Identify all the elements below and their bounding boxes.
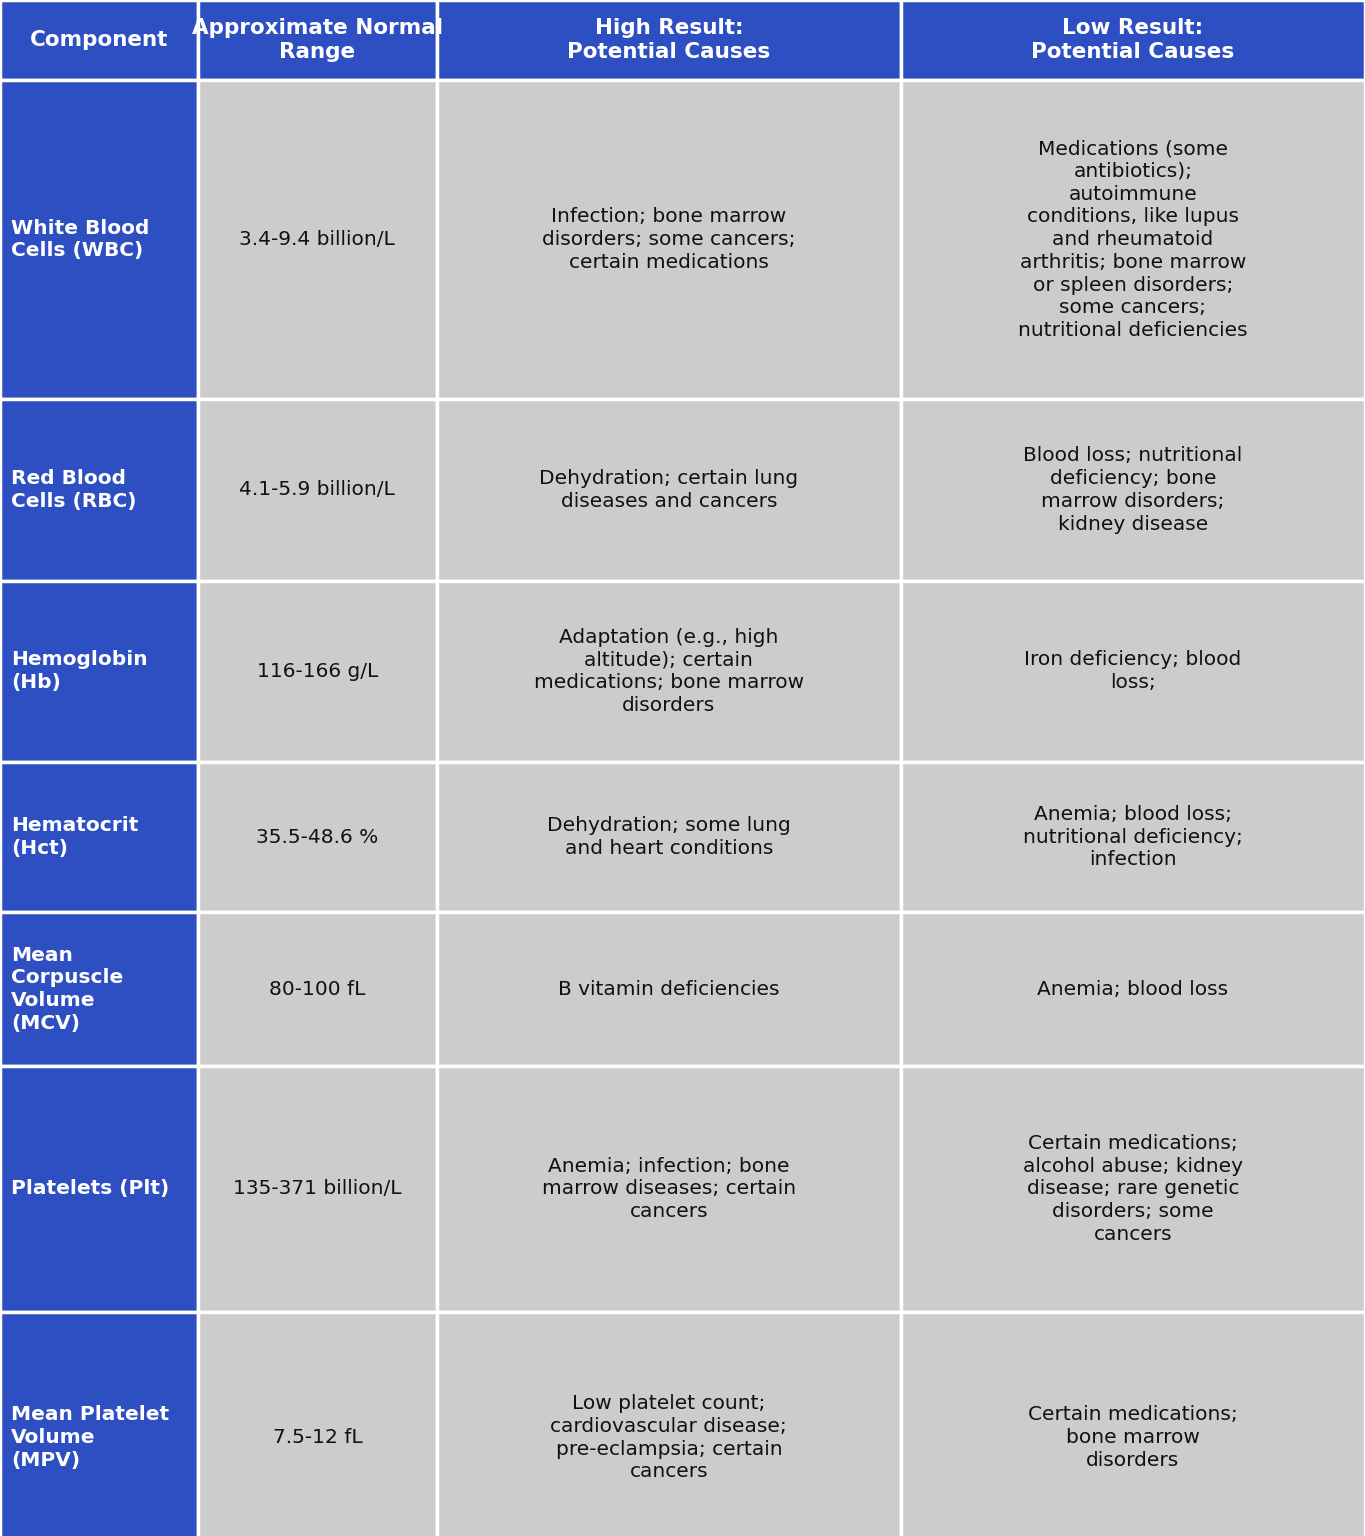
Text: Infection; bone marrow
disorders; some cancers;
certain medications: Infection; bone marrow disorders; some c… (542, 207, 796, 272)
Bar (901, 399, 1365, 581)
Text: Adaptation (e.g., high
altitude); certain
medications; bone marrow
disorders: Adaptation (e.g., high altitude); certai… (534, 628, 804, 714)
Bar (437, 581, 901, 762)
Text: High Result:
Potential Causes: High Result: Potential Causes (568, 18, 770, 61)
Bar (198, 581, 437, 762)
Bar (901, 1312, 1365, 1536)
Bar (0, 1066, 198, 1312)
Text: Mean Platelet
Volume
(MPV): Mean Platelet Volume (MPV) (11, 1405, 169, 1470)
Text: Dehydration; certain lung
diseases and cancers: Dehydration; certain lung diseases and c… (539, 468, 799, 511)
Text: White Blood
Cells (WBC): White Blood Cells (WBC) (11, 218, 149, 261)
Text: Anemia; blood loss;
nutritional deficiency;
infection: Anemia; blood loss; nutritional deficien… (1022, 805, 1244, 869)
Bar (0, 80, 198, 399)
Bar (0, 1312, 198, 1536)
Text: Component: Component (30, 29, 168, 51)
Text: 35.5-48.6 %: 35.5-48.6 % (257, 828, 378, 846)
Text: 7.5-12 fL: 7.5-12 fL (273, 1428, 362, 1447)
Text: Blood loss; nutritional
deficiency; bone
marrow disorders;
kidney disease: Blood loss; nutritional deficiency; bone… (1024, 447, 1242, 533)
Bar (198, 399, 437, 581)
Bar (437, 399, 901, 581)
Text: Low platelet count;
cardiovascular disease;
pre-eclampsia; certain
cancers: Low platelet count; cardiovascular disea… (550, 1395, 788, 1481)
Text: Hemoglobin
(Hb): Hemoglobin (Hb) (11, 650, 147, 693)
Bar (901, 1066, 1365, 1312)
Bar (0, 581, 198, 762)
Bar (198, 1312, 437, 1536)
Bar (198, 0, 437, 80)
Bar (901, 80, 1365, 399)
Text: Approximate Normal
Range: Approximate Normal Range (192, 18, 442, 61)
Text: Anemia; blood loss: Anemia; blood loss (1037, 980, 1228, 998)
Text: 135-371 billion/L: 135-371 billion/L (233, 1180, 401, 1198)
Bar (198, 80, 437, 399)
Bar (0, 912, 198, 1066)
Text: Anemia; infection; bone
marrow diseases; certain
cancers: Anemia; infection; bone marrow diseases;… (542, 1157, 796, 1221)
Text: 80-100 fL: 80-100 fL (269, 980, 366, 998)
Text: Platelets (Plt): Platelets (Plt) (11, 1180, 169, 1198)
Bar (198, 762, 437, 912)
Bar (901, 912, 1365, 1066)
Bar (437, 0, 901, 80)
Bar (437, 1066, 901, 1312)
Bar (0, 0, 198, 80)
Text: Low Result:
Potential Causes: Low Result: Potential Causes (1032, 18, 1234, 61)
Bar (437, 80, 901, 399)
Text: Iron deficiency; blood
loss;: Iron deficiency; blood loss; (1024, 650, 1242, 693)
Text: Hematocrit
(Hct): Hematocrit (Hct) (11, 816, 138, 859)
Text: 4.1-5.9 billion/L: 4.1-5.9 billion/L (239, 481, 396, 499)
Bar (0, 399, 198, 581)
Text: 3.4-9.4 billion/L: 3.4-9.4 billion/L (239, 230, 396, 249)
Text: 116-166 g/L: 116-166 g/L (257, 662, 378, 680)
Text: Dehydration; some lung
and heart conditions: Dehydration; some lung and heart conditi… (547, 816, 790, 859)
Text: Certain medications;
alcohol abuse; kidney
disease; rare genetic
disorders; some: Certain medications; alcohol abuse; kidn… (1022, 1134, 1244, 1244)
Text: B vitamin deficiencies: B vitamin deficiencies (558, 980, 779, 998)
Bar (901, 581, 1365, 762)
Text: Red Blood
Cells (RBC): Red Blood Cells (RBC) (11, 468, 136, 511)
Text: Mean
Corpuscle
Volume
(MCV): Mean Corpuscle Volume (MCV) (11, 946, 123, 1032)
Bar (901, 0, 1365, 80)
Bar (437, 912, 901, 1066)
Text: Certain medications;
bone marrow
disorders: Certain medications; bone marrow disorde… (1028, 1405, 1238, 1470)
Bar (901, 762, 1365, 912)
Bar (198, 912, 437, 1066)
Bar (437, 1312, 901, 1536)
Bar (437, 762, 901, 912)
Text: Medications (some
antibiotics);
autoimmune
conditions, like lupus
and rheumatoid: Medications (some antibiotics); autoimmu… (1018, 140, 1248, 339)
Bar (0, 762, 198, 912)
Bar (198, 1066, 437, 1312)
